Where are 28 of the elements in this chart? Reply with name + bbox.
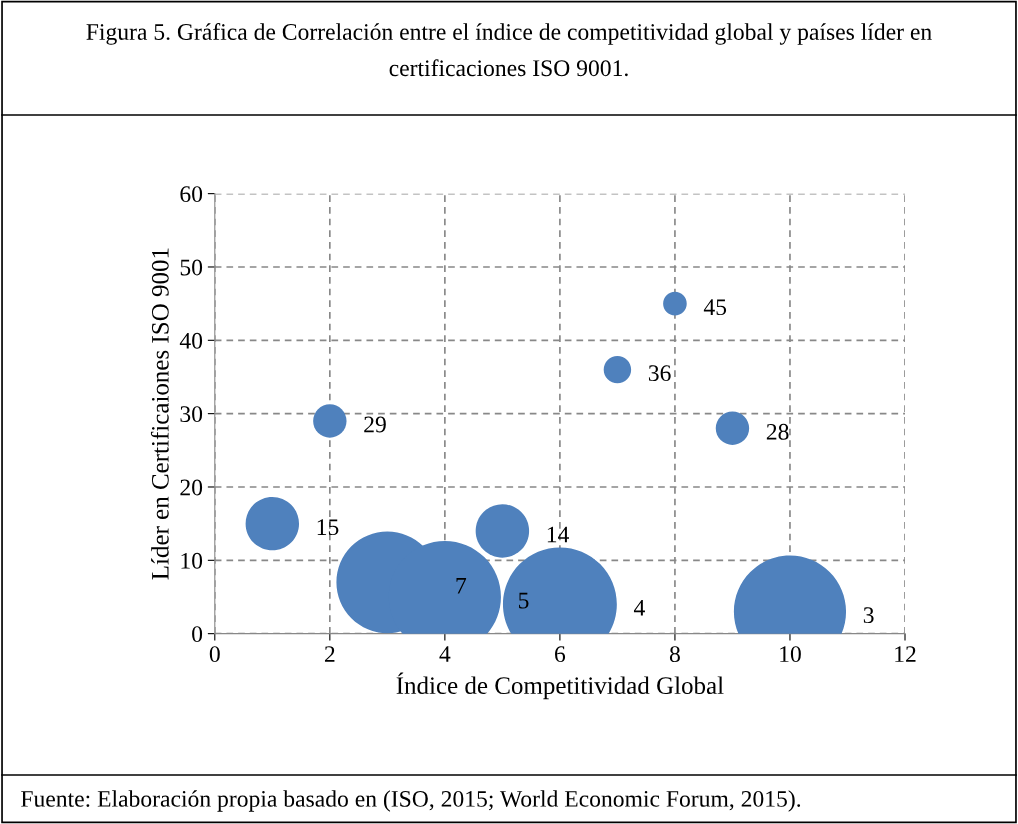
data-label: 28	[766, 423, 789, 440]
y-tick-label: 0	[192, 626, 203, 643]
source-note: Fuente: Elaboración propia basado en (ISO, 2015; World Economic Forum, 2015).	[21, 790, 801, 812]
data-label: 3	[863, 607, 874, 624]
data-label: 5	[518, 592, 529, 609]
data-label: 7	[456, 578, 467, 594]
data-label: 14	[547, 526, 569, 543]
y-tick-label: 30	[180, 406, 203, 423]
y-axis-title: Líder en Certificaiones ISO 9001	[150, 248, 169, 580]
x-tick-label: 6	[555, 646, 566, 663]
data-label: 29	[364, 416, 386, 433]
y-tick-label: 60	[180, 186, 203, 203]
y-tick-label: 50	[180, 259, 203, 276]
x-tick-label: 10	[780, 646, 801, 663]
x-tick-label: 0	[209, 646, 220, 663]
data-label: 36	[648, 365, 671, 382]
chart-title: Figura 5. Gráfica de Correlación entre el índice de competitividad global y países líder en certificaciones ISO 9001.	[86, 23, 932, 77]
x-tick-label: 12	[895, 646, 916, 662]
data-label: 4	[633, 600, 645, 616]
x-tick-label: 8	[669, 646, 680, 663]
y-tick-label: 20	[180, 479, 203, 496]
data-label: 45	[703, 299, 727, 316]
x-tick-label: 4	[439, 646, 451, 662]
data-label: 15	[317, 519, 339, 536]
x-tick-label: 2	[324, 646, 335, 662]
y-tick-label: 40	[179, 332, 203, 349]
y-tick-label: 10	[181, 552, 203, 569]
x-axis-title: Índice de Competitividad Global	[396, 672, 724, 700]
